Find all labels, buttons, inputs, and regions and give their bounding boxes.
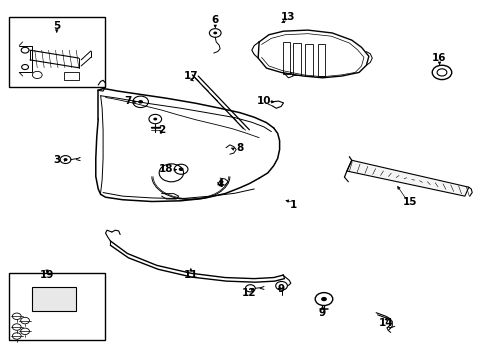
Text: 6: 6 (211, 15, 219, 26)
Bar (9, 17, 104, 87)
Text: 15: 15 (402, 197, 417, 207)
Text: 2: 2 (158, 125, 165, 135)
Text: 16: 16 (431, 53, 446, 63)
Text: 10: 10 (256, 96, 271, 106)
Text: 4: 4 (216, 179, 224, 189)
Circle shape (178, 167, 183, 171)
Text: 9: 9 (318, 308, 325, 318)
Text: 13: 13 (281, 12, 295, 22)
Circle shape (153, 118, 157, 121)
Text: 9: 9 (277, 284, 284, 294)
Bar (317, 44, 325, 76)
Text: 8: 8 (236, 143, 243, 153)
Circle shape (63, 158, 67, 161)
Text: 5: 5 (53, 21, 61, 31)
Text: 1: 1 (289, 200, 296, 210)
Text: 12: 12 (242, 288, 256, 298)
Bar (64, 72, 79, 80)
Text: 19: 19 (40, 270, 54, 280)
Circle shape (219, 180, 223, 183)
Circle shape (321, 297, 326, 301)
Bar (293, 42, 301, 75)
Bar (9, 273, 104, 339)
Text: 7: 7 (123, 96, 131, 106)
Bar (305, 44, 313, 76)
Text: 14: 14 (378, 319, 392, 328)
Text: 11: 11 (183, 270, 198, 280)
Text: 3: 3 (53, 155, 61, 165)
Text: 17: 17 (183, 71, 198, 81)
Polygon shape (346, 160, 468, 196)
Bar (32, 287, 76, 311)
Circle shape (213, 32, 217, 35)
Bar (282, 42, 290, 74)
Text: 18: 18 (159, 164, 173, 174)
Circle shape (138, 100, 143, 104)
